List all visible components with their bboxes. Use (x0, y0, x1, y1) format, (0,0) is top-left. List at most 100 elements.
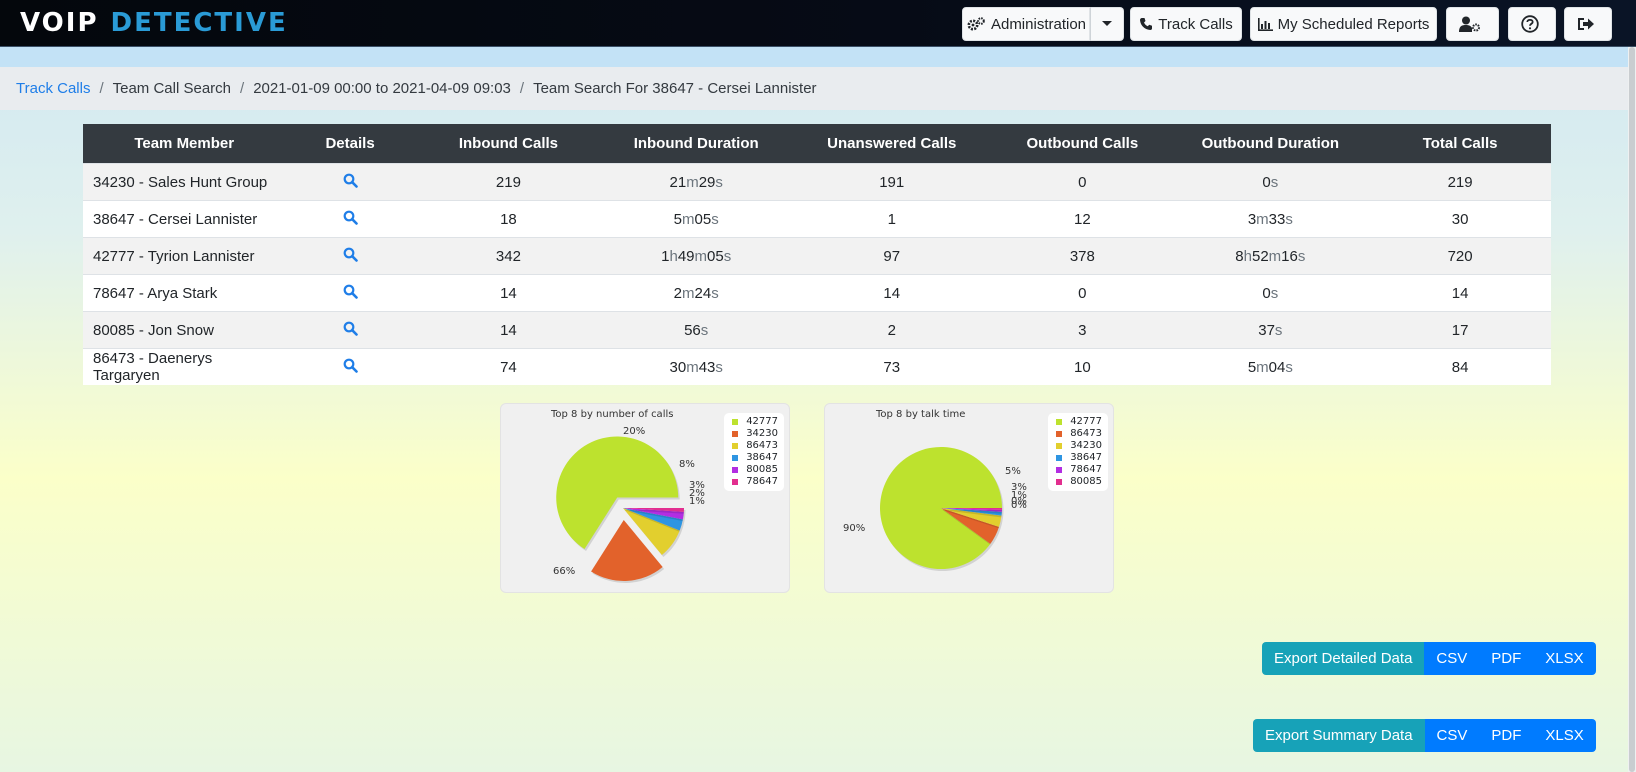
pie-slice-34230[interactable] (591, 519, 663, 581)
pie-slice-label: 8% (679, 459, 695, 470)
search-icon[interactable] (343, 321, 358, 340)
col-outbound-duration: Outbound Duration (1171, 124, 1370, 164)
total-calls-cell: 720 (1369, 237, 1551, 275)
chart-talk-time: 90% 5% 3% 1% 0% 0% Top 8 by talk time 42777 86… (824, 403, 1114, 593)
pie-slice-86473[interactable] (941, 508, 1000, 544)
legend-item[interactable]: 78647 (732, 476, 778, 488)
outbound-calls-cell: 378 (993, 237, 1172, 275)
legend-label: 86473 (1070, 428, 1102, 439)
phone-icon (1140, 18, 1153, 30)
export-summary-pdf-button[interactable]: PDF (1479, 719, 1534, 752)
scheduled-reports-label: My Scheduled Reports (1277, 15, 1430, 33)
pie-slice-38647[interactable] (941, 508, 1002, 516)
search-icon[interactable] (343, 173, 358, 192)
pie-slice-80085[interactable] (941, 508, 1002, 510)
track-calls-button[interactable]: Track Calls (1130, 7, 1242, 41)
legend-label: 34230 (1070, 440, 1102, 451)
breadcrumb-current: Team Search For 38647 - Cersei Lannister (533, 80, 817, 97)
legend-swatch (732, 431, 739, 437)
export-detailed-xlsx-button[interactable]: XLSX (1533, 642, 1596, 675)
administration-dropdown-toggle[interactable] (1090, 7, 1124, 41)
pie-slice-label: 5% (1005, 466, 1021, 477)
pie-slice-80085[interactable] (623, 508, 684, 520)
legend-item[interactable]: 78647 (1056, 464, 1102, 476)
col-outbound-calls: Outbound Calls (993, 124, 1172, 164)
pie-slice-42777[interactable] (556, 436, 679, 549)
details-cell (285, 311, 415, 349)
table-row: 42777 - Tyrion Lannister 342 1h49m05s 97 378… (83, 237, 1551, 275)
export-detailed-csv-button[interactable]: CSV (1424, 642, 1480, 675)
breadcrumb-track-calls-link[interactable]: Track Calls (16, 80, 91, 97)
export-detailed-label[interactable]: Export Detailed Data (1262, 642, 1425, 675)
outbound-calls-cell: 3 (993, 311, 1172, 349)
unanswered-calls-cell: 73 (790, 348, 994, 385)
search-icon[interactable] (343, 247, 358, 266)
outbound-calls-cell: 12 (993, 200, 1172, 238)
legend-label: 34230 (746, 428, 778, 439)
details-cell (285, 200, 415, 238)
legend-swatch (732, 443, 739, 449)
scrollbar-thumb[interactable] (1629, 47, 1635, 772)
legend-item[interactable]: 34230 (732, 428, 778, 440)
inbound-duration-cell: 21m29s (602, 163, 791, 201)
legend-item[interactable]: 42777 (732, 416, 778, 428)
app-logo[interactable]: VOIP DETECTIVE (20, 6, 288, 40)
total-calls-cell: 30 (1369, 200, 1551, 238)
details-cell (285, 237, 415, 275)
legend-swatch (1056, 455, 1063, 461)
legend-swatch (732, 419, 739, 425)
unanswered-calls-cell: 2 (790, 311, 994, 349)
export-summary-xlsx-button[interactable]: XLSX (1533, 719, 1596, 752)
user-settings-button[interactable] (1446, 7, 1499, 41)
logo-voip: VOIP (20, 8, 99, 38)
export-summary-csv-button[interactable]: CSV (1424, 719, 1480, 752)
header-stripe (0, 47, 1636, 67)
administration-label: Administration (990, 15, 1087, 33)
pie-slice-78647[interactable] (623, 508, 684, 512)
search-icon[interactable] (343, 284, 358, 303)
administration-button[interactable]: Administration (962, 7, 1090, 41)
outbound-duration-cell: 0s (1171, 163, 1370, 201)
logout-button[interactable] (1564, 7, 1612, 41)
question-circle-icon (1520, 15, 1539, 33)
pie-slice-86473[interactable] (623, 508, 680, 556)
legend-swatch (732, 455, 739, 461)
table-row: 80085 - Jon Snow 14 56s 2 3 37s 17 (83, 311, 1551, 349)
pie-slice-34230[interactable] (941, 508, 1002, 527)
legend-swatch (1056, 419, 1063, 425)
pie-chart-talk-time: 90% 5% 3%1%0%0% (843, 447, 1027, 571)
search-icon[interactable] (343, 358, 358, 377)
legend-label: 78647 (746, 476, 778, 487)
cogs-icon (967, 17, 985, 31)
legend-item[interactable]: 34230 (1056, 440, 1102, 452)
pie-slice-38647[interactable] (623, 508, 683, 531)
legend-label: 42777 (746, 416, 778, 427)
legend-item[interactable]: 42777 (1056, 416, 1102, 428)
legend-item[interactable]: 38647 (1056, 452, 1102, 464)
breadcrumb: Track Calls / Team Call Search / 2021-01… (0, 67, 1628, 110)
pie-slice-shadow (942, 510, 1004, 512)
legend-swatch (1056, 431, 1063, 437)
export-summary-label[interactable]: Export Summary Data (1253, 719, 1425, 752)
export-detailed-pdf-button[interactable]: PDF (1479, 642, 1534, 675)
pie-slice-78647[interactable] (941, 508, 1002, 512)
inbound-duration-cell: 1h49m05s (602, 237, 791, 275)
inbound-duration-cell: 56s (602, 311, 791, 349)
legend-label: 80085 (1070, 476, 1102, 487)
legend-item[interactable]: 80085 (1056, 476, 1102, 488)
legend-label: 38647 (1070, 452, 1102, 463)
team-member-cell: 34230 - Sales Hunt Group (83, 163, 286, 201)
legend-item[interactable]: 80085 (732, 464, 778, 476)
breadcrumb-separator: / (240, 80, 245, 97)
outbound-calls-cell: 0 (993, 163, 1172, 201)
unanswered-calls-cell: 1 (790, 200, 994, 238)
help-button[interactable] (1508, 7, 1556, 41)
outbound-duration-cell: 8h52m16s (1171, 237, 1370, 275)
bar-chart-icon (1257, 17, 1273, 31)
page-scrollbar[interactable] (1628, 47, 1636, 772)
legend-item[interactable]: 38647 (732, 452, 778, 464)
legend-item[interactable]: 86473 (732, 440, 778, 452)
search-icon[interactable] (343, 210, 358, 229)
scheduled-reports-button[interactable]: My Scheduled Reports (1250, 7, 1437, 41)
legend-item[interactable]: 86473 (1056, 428, 1102, 440)
